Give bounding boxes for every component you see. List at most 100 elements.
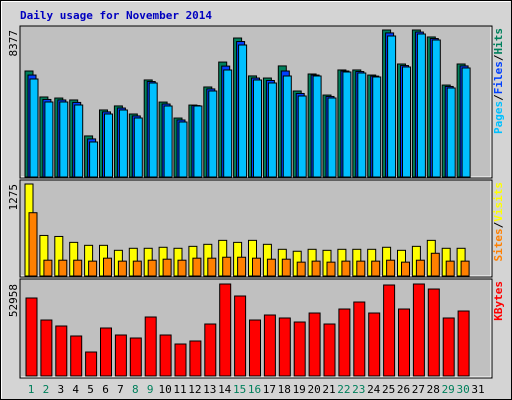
bar xyxy=(178,121,188,178)
bar xyxy=(189,340,202,377)
x-tick-label: 23 xyxy=(352,383,365,396)
bar xyxy=(132,260,142,277)
bar xyxy=(353,301,366,377)
x-tick-label: 1 xyxy=(28,383,35,396)
y-tick-label: 1275 xyxy=(7,184,20,211)
bar xyxy=(207,257,217,277)
bar xyxy=(296,261,306,277)
bar xyxy=(398,308,410,377)
bar xyxy=(89,141,99,178)
x-tick-label: 11 xyxy=(173,383,186,396)
bar xyxy=(357,72,367,178)
x-tick-label: 19 xyxy=(293,383,306,396)
legend-entry: Files xyxy=(492,61,505,94)
bar xyxy=(28,212,38,277)
legend-entry: Sites xyxy=(492,228,505,261)
x-tick-label: 20 xyxy=(307,383,320,396)
bar xyxy=(387,35,397,178)
bar xyxy=(267,82,277,178)
x-tick-label: 28 xyxy=(427,383,440,396)
x-tick-label: 17 xyxy=(263,383,276,396)
bar xyxy=(356,260,366,277)
bar xyxy=(25,297,38,377)
bar xyxy=(29,78,39,178)
bar xyxy=(238,44,248,178)
bar xyxy=(43,259,53,277)
bar xyxy=(55,325,68,377)
x-tick-label: 26 xyxy=(397,383,410,396)
x-tick-label: 4 xyxy=(72,383,79,396)
bar xyxy=(174,343,187,377)
bar xyxy=(70,335,83,377)
bar xyxy=(415,259,425,277)
bar xyxy=(445,260,455,277)
bar xyxy=(263,314,276,377)
bar xyxy=(147,259,157,277)
bar xyxy=(222,256,232,277)
bar xyxy=(252,257,261,277)
bar xyxy=(371,260,381,277)
bar xyxy=(323,323,336,377)
legend-entry: Pages xyxy=(492,101,505,134)
x-tick-label: 8 xyxy=(132,383,139,396)
bar xyxy=(129,337,142,377)
x-tick-label: 21 xyxy=(322,383,335,396)
y-tick-label: 8377 xyxy=(7,30,20,57)
legend: KBytes xyxy=(492,281,505,321)
x-tick-label: 12 xyxy=(188,383,201,396)
legend: Sites/Visits xyxy=(492,182,505,262)
bar xyxy=(427,288,440,377)
legend-separator: / xyxy=(492,221,505,228)
bar xyxy=(446,87,456,178)
bar xyxy=(104,113,113,178)
bar xyxy=(118,109,128,178)
x-tick-label: 30 xyxy=(456,383,469,396)
bar xyxy=(44,101,54,178)
x-tick-label: 22 xyxy=(337,383,350,396)
chart-title: Daily usage for November 2014 xyxy=(20,9,212,22)
bar xyxy=(281,258,291,277)
bar xyxy=(312,75,322,178)
bar xyxy=(74,104,84,178)
x-tick-label: 3 xyxy=(57,383,64,396)
bar xyxy=(368,312,381,377)
bar xyxy=(234,295,247,377)
bar xyxy=(412,283,425,377)
x-tick-label: 10 xyxy=(158,383,171,396)
x-tick-label: 9 xyxy=(147,383,154,396)
x-tick-label: 13 xyxy=(203,383,216,396)
bar xyxy=(460,260,470,277)
bar xyxy=(117,260,127,277)
bar xyxy=(193,105,203,178)
legend-separator: / xyxy=(492,94,505,101)
bar xyxy=(148,82,158,178)
x-tick-label: 6 xyxy=(102,383,109,396)
legend-entry: Visits xyxy=(492,182,505,222)
x-tick-label: 31 xyxy=(471,383,484,396)
bar xyxy=(73,259,83,277)
bar xyxy=(327,97,337,178)
bar xyxy=(282,75,292,178)
bar xyxy=(144,316,157,377)
bar xyxy=(204,323,217,377)
bar xyxy=(372,76,382,178)
bar xyxy=(159,334,172,377)
bar xyxy=(114,334,127,377)
x-tick-label: 7 xyxy=(117,383,124,396)
legend: Pages/Files/Hits xyxy=(492,28,505,134)
x-tick-label: 16 xyxy=(248,383,261,396)
legend-entry: KBytes xyxy=(492,281,505,321)
bar xyxy=(103,257,112,277)
legend-entry: Hits xyxy=(492,28,505,55)
x-tick-label: 24 xyxy=(367,383,381,396)
x-tick-label: 25 xyxy=(382,383,395,396)
bar xyxy=(402,66,411,178)
bar xyxy=(163,105,173,178)
bar xyxy=(308,312,321,377)
x-tick-label: 29 xyxy=(442,383,455,396)
bar xyxy=(416,33,426,178)
bar xyxy=(100,327,112,377)
bar xyxy=(442,317,455,377)
bar xyxy=(338,308,351,377)
